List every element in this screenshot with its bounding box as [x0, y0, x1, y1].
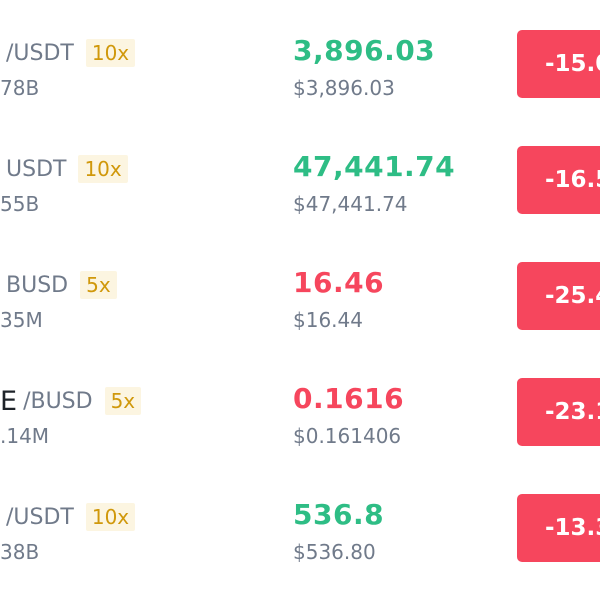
last-price: 536.8 — [293, 498, 385, 531]
leverage-badge: 5x — [104, 387, 142, 415]
market-row[interactable]: /USDT 10x 38B 536.8 $536.80 -13.3 — [0, 474, 600, 590]
pair-quote: BUSD — [6, 272, 69, 298]
change-percent-button[interactable]: -16.5 — [517, 146, 600, 214]
market-row[interactable]: USDT 10x 55B 47,441.74 $47,441.74 -16.5 — [0, 126, 600, 242]
fiat-price: $0.161406 — [293, 424, 402, 448]
pair-base: E — [0, 385, 18, 417]
fiat-price: $47,441.74 — [293, 192, 408, 216]
volume-text: 78B — [0, 76, 40, 100]
fiat-price: $536.80 — [293, 540, 376, 564]
pair-name: /USDT 10x — [0, 502, 136, 532]
pair-quote: /USDT — [6, 40, 74, 66]
leverage-badge: 10x — [78, 155, 128, 183]
pair-name: /USDT 10x — [0, 38, 136, 68]
pair-quote: USDT — [6, 156, 67, 182]
fiat-price: $16.44 — [293, 308, 363, 332]
change-percent-button[interactable]: -15.0 — [517, 30, 600, 98]
last-price: 0.1616 — [293, 382, 405, 415]
market-row[interactable]: E /BUSD 5x .14M 0.1616 $0.161406 -23.1 — [0, 358, 600, 474]
pair-quote: /USDT — [6, 504, 74, 530]
change-percent-button[interactable]: -23.1 — [517, 378, 600, 446]
fiat-price: $3,896.03 — [293, 76, 395, 100]
leverage-badge: 10x — [85, 39, 136, 67]
pair-name: BUSD 5x — [0, 270, 117, 300]
market-row[interactable]: /USDT 10x 78B 3,896.03 $3,896.03 -15.0 — [0, 10, 600, 126]
pair-quote: /BUSD — [23, 388, 93, 414]
volume-text: 55B — [0, 192, 40, 216]
volume-text: 38B — [0, 540, 40, 564]
leverage-badge: 5x — [80, 271, 117, 299]
volume-text: .14M — [0, 424, 50, 448]
leverage-badge: 10x — [85, 503, 136, 531]
last-price: 3,896.03 — [293, 34, 436, 67]
market-row[interactable]: BUSD 5x 35M 16.46 $16.44 -25.4 — [0, 242, 600, 358]
change-percent-button[interactable]: -13.3 — [517, 494, 600, 562]
last-price: 47,441.74 — [293, 150, 456, 183]
change-percent-button[interactable]: -25.4 — [517, 262, 600, 330]
pair-name: USDT 10x — [0, 154, 128, 184]
last-price: 16.46 — [293, 266, 385, 299]
volume-text: 35M — [0, 308, 43, 332]
pair-name: E /BUSD 5x — [0, 385, 142, 417]
